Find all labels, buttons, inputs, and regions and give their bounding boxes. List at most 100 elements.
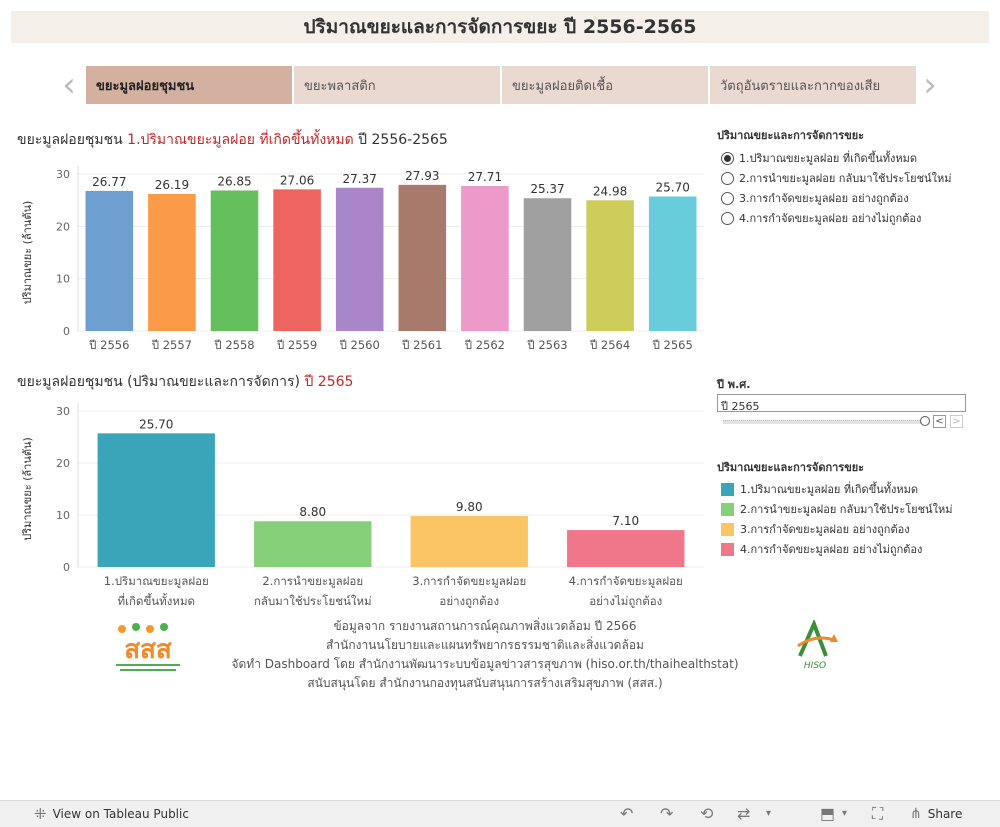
- data-label: 24.98: [593, 184, 627, 198]
- data-label: 26.85: [217, 174, 251, 188]
- x-tick-label: ปี 2561: [401, 338, 442, 352]
- y-axis-label: ปริมาณขยะ (ล้านตัน): [21, 437, 34, 541]
- chevron-right-icon: ›: [923, 65, 937, 105]
- chart2-title: ขยะมูลฝอยชุมชน (ปริมาณขยะและการจัดการ) ป…: [17, 371, 353, 393]
- data-label: 27.06: [280, 173, 314, 187]
- year-prev-button[interactable]: <: [933, 415, 946, 428]
- tab-label: วัตถุอันตรายและกากของเสีย: [720, 78, 881, 94]
- legend-label: 1.ปริมาณขยะมูลฝอย ที่เกิดขึ้นทั้งหมด: [740, 483, 918, 496]
- bar: [398, 184, 447, 331]
- x-tick-label: 1.ปริมาณขยะมูลฝอย: [104, 574, 209, 588]
- y-tick-label: 10: [56, 273, 70, 286]
- tab-infectious-waste[interactable]: ขยะมูลฝอยติดเชื้อ: [502, 66, 708, 104]
- download-icon[interactable]: ⬒: [820, 804, 836, 823]
- bar: [567, 530, 685, 567]
- tab-prev-button[interactable]: ‹: [57, 66, 81, 104]
- legend-item: 2.การนำขยะมูลฝอย กลับมาใช้ประโยชน์ใหม่: [721, 500, 952, 518]
- tab-plastic-waste[interactable]: ขยะพลาสติก: [294, 66, 500, 104]
- chart2-title-prefix: ขยะมูลฝอยชุมชน (ปริมาณขยะและการจัดการ): [17, 374, 301, 390]
- tableau-toolbar: ⁜ View on Tableau Public ↶ ↷ ⟲ ⇄ ▾ ⬒ ▾ ⛶…: [0, 800, 1000, 827]
- legend-label: 3.การกำจัดขยะมูลฝอย อย่างถูกต้อง: [740, 523, 910, 536]
- x-tick-label: กลับมาใช้ประโยชน์ใหม่: [254, 594, 372, 608]
- legend-label: 2.การนำขยะมูลฝอย กลับมาใช้ประโยชน์ใหม่: [740, 503, 953, 516]
- bar: [410, 516, 528, 567]
- bar: [210, 190, 259, 331]
- chart1-title-suffix: ปี 2556-2565: [358, 132, 448, 148]
- dropdown-icon[interactable]: ▾: [766, 808, 772, 819]
- bar: [586, 200, 634, 331]
- y-axis-label: ปริมาณขยะ (ล้านตัน): [21, 201, 34, 305]
- hiso-logo: HISO: [797, 620, 838, 670]
- y-tick-label: 0: [63, 325, 70, 338]
- x-tick-label: 2.การนำขยะมูลฝอย: [262, 574, 363, 588]
- data-label: 25.70: [656, 181, 690, 195]
- tab-label: ขยะมูลฝอยชุมชน: [96, 78, 195, 94]
- y-tick-label: 30: [56, 405, 70, 418]
- radio-selected-icon: [721, 151, 734, 165]
- x-tick-label: ปี 2557: [151, 338, 192, 352]
- download-dropdown-icon[interactable]: ▾: [842, 808, 848, 819]
- radio-proper-disposal[interactable]: 3.การกำจัดขยะมูลฝอย อย่างถูกต้อง: [721, 189, 909, 207]
- view-on-tableau-button[interactable]: ⁜ View on Tableau Public: [34, 805, 189, 823]
- share-icon: ⋔: [910, 806, 922, 822]
- y-tick-label: 30: [56, 168, 70, 181]
- refresh-icon[interactable]: ⇄: [737, 804, 751, 823]
- y-tick-label: 20: [56, 220, 70, 233]
- data-label: 27.37: [343, 172, 377, 186]
- year-slider-track[interactable]: [723, 420, 926, 424]
- data-label: 25.70: [139, 417, 173, 431]
- year-filter-title: ปี พ.ศ.: [717, 378, 751, 391]
- radio-reused-waste[interactable]: 2.การนำขยะมูลฝอย กลับมาใช้ประโยชน์ใหม่: [721, 169, 951, 187]
- legend-item: 4.การกำจัดขยะมูลฝอย อย่างไม่ถูกต้อง: [721, 540, 922, 558]
- tab-community-waste[interactable]: ขยะมูลฝอยชุมชน: [86, 66, 292, 104]
- share-button[interactable]: ⋔ Share: [910, 806, 962, 822]
- bar: [523, 198, 572, 331]
- chart2-title-highlight: ปี 2565: [304, 374, 354, 390]
- chart1-yearly-waste: 0 10 20 30 ปริมาณขยะ (ล้านตัน) 26.77 ปี 2556 26…: [21, 166, 704, 352]
- data-label: 25.37: [530, 182, 564, 196]
- view-on-tableau-label: View on Tableau Public: [52, 807, 189, 821]
- x-tick-label: ที่เกิดขึ้นทั้งหมด: [118, 593, 196, 608]
- tab-label: ขยะมูลฝอยติดเชื้อ: [512, 78, 614, 94]
- radio-improper-disposal[interactable]: 4.การกำจัดขยะมูลฝอย อย่างไม่ถูกต้อง: [721, 209, 921, 227]
- legend-title: ปริมาณขยะและการจัดการขยะ: [717, 461, 865, 474]
- bar: [461, 185, 509, 331]
- bar: [85, 190, 134, 331]
- page-title: ปริมาณขยะและการจัดการขยะ ปี 2556-2565: [11, 11, 989, 43]
- logo-left-text: สสส: [124, 635, 172, 665]
- x-tick-label: ปี 2556: [88, 338, 129, 352]
- x-tick-label: ปี 2559: [276, 338, 317, 352]
- data-label: 27.71: [468, 170, 502, 184]
- year-next-button[interactable]: >: [950, 415, 963, 428]
- tab-label: ขยะพลาสติก: [304, 78, 376, 94]
- bar: [335, 187, 384, 331]
- radio-unselected-icon: [721, 211, 734, 225]
- bar: [97, 433, 215, 567]
- legend-swatch: [721, 522, 734, 536]
- data-label: 9.80: [456, 500, 483, 514]
- legend-item: 1.ปริมาณขยะมูลฝอย ที่เกิดขึ้นทั้งหมด: [721, 480, 918, 498]
- filter-panel-title: ปริมาณขยะและการจัดการขยะ: [717, 129, 865, 142]
- radio-label: 2.การนำขยะมูลฝอย กลับมาใช้ประโยชน์ใหม่: [739, 172, 952, 185]
- redo-icon[interactable]: ↷: [660, 804, 674, 823]
- radio-unselected-icon: [721, 171, 734, 185]
- tab-bar: ขยะมูลฝอยชุมชน ขยะพลาสติก ขยะมูลฝอยติดเช…: [86, 66, 918, 104]
- chart1-title: ขยะมูลฝอยชุมชน 1.ปริมาณขยะมูลฝอย ที่เกิด…: [17, 129, 448, 151]
- tab-next-button[interactable]: ›: [918, 66, 942, 104]
- data-label: 8.80: [299, 505, 326, 519]
- chevron-left-icon: ‹: [62, 65, 76, 105]
- x-tick-label: ปี 2563: [527, 338, 568, 352]
- fullscreen-icon[interactable]: ⛶: [872, 804, 884, 823]
- y-tick-label: 20: [56, 457, 70, 470]
- radio-total-waste[interactable]: 1.ปริมาณขยะมูลฝอย ที่เกิดขึ้นทั้งหมด: [721, 149, 917, 167]
- revert-icon[interactable]: ⟲: [700, 804, 714, 823]
- data-label: 26.77: [92, 175, 126, 189]
- undo-icon[interactable]: ↶: [620, 804, 634, 823]
- year-slider-thumb[interactable]: [920, 416, 930, 426]
- thaihealth-logo: สสส: [116, 623, 180, 671]
- tableau-icon: ⁜: [34, 805, 47, 823]
- legend-swatch: [721, 502, 734, 516]
- tab-hazardous-waste[interactable]: วัตถุอันตรายและกากของเสีย: [710, 66, 916, 104]
- year-filter-input[interactable]: ปี 2565: [717, 394, 966, 413]
- radio-label: 4.การกำจัดขยะมูลฝอย อย่างไม่ถูกต้อง: [739, 212, 922, 225]
